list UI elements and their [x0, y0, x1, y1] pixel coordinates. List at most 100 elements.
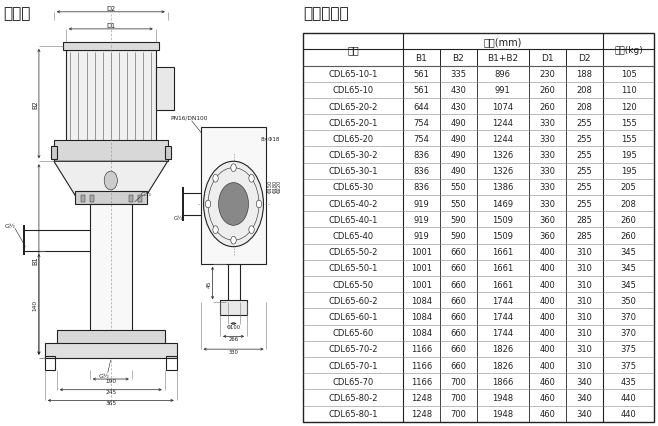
Text: 1866: 1866	[492, 377, 513, 386]
Text: 255: 255	[576, 167, 592, 176]
Text: 尺寸和重量: 尺寸和重量	[303, 6, 349, 21]
Text: 350: 350	[620, 296, 636, 305]
Text: 400: 400	[540, 328, 555, 337]
Text: 重量(kg): 重量(kg)	[614, 46, 643, 55]
Text: 340: 340	[576, 393, 592, 402]
Text: 330: 330	[539, 167, 555, 176]
Text: 440: 440	[620, 409, 636, 418]
Text: B1+B2: B1+B2	[487, 54, 519, 63]
Text: 1244: 1244	[492, 135, 513, 144]
Text: 1326: 1326	[492, 167, 513, 176]
Text: G½: G½	[174, 216, 184, 220]
Text: 360: 360	[539, 216, 555, 225]
Text: 1244: 1244	[492, 118, 513, 127]
Text: CDL65-10: CDL65-10	[332, 86, 374, 95]
Text: 330: 330	[539, 199, 555, 208]
Text: 266: 266	[228, 337, 239, 342]
Text: CDL65-70-1: CDL65-70-1	[328, 361, 378, 370]
Text: 1509: 1509	[492, 216, 513, 225]
Text: 660: 660	[450, 312, 467, 321]
Text: 660: 660	[450, 248, 467, 256]
Text: CDL65-70: CDL65-70	[332, 377, 374, 386]
Text: 896: 896	[495, 70, 511, 79]
Text: 754: 754	[413, 135, 429, 144]
Text: 尺寸(mm): 尺寸(mm)	[484, 37, 522, 47]
Text: 195: 195	[620, 151, 636, 160]
Text: CDL65-40-2: CDL65-40-2	[328, 199, 378, 208]
Text: 460: 460	[539, 393, 555, 402]
Text: 1744: 1744	[492, 328, 513, 337]
Text: 370: 370	[620, 328, 636, 337]
Text: 430: 430	[451, 86, 467, 95]
Text: 208: 208	[620, 199, 636, 208]
Text: CDL65-80-1: CDL65-80-1	[328, 409, 378, 418]
Text: 590: 590	[451, 216, 467, 225]
Text: 1074: 1074	[492, 102, 513, 111]
Text: 1084: 1084	[411, 312, 432, 321]
Text: 400: 400	[540, 361, 555, 370]
Text: B1: B1	[415, 54, 427, 63]
Text: 190: 190	[105, 378, 116, 383]
Text: 836: 836	[413, 183, 430, 192]
Bar	[164, 147, 170, 160]
Text: 550: 550	[451, 183, 467, 192]
Text: 400: 400	[540, 296, 555, 305]
Text: 400: 400	[540, 312, 555, 321]
Text: 260: 260	[620, 231, 636, 240]
Text: 1661: 1661	[492, 264, 513, 273]
Text: 335: 335	[450, 70, 467, 79]
Text: 8×Φ18: 8×Φ18	[261, 137, 280, 141]
Text: 1469: 1469	[492, 199, 513, 208]
Text: CDL65-30-1: CDL65-30-1	[328, 167, 378, 176]
Text: 208: 208	[576, 102, 592, 111]
Text: 345: 345	[620, 264, 636, 273]
Bar	[166, 356, 176, 371]
Text: 836: 836	[413, 151, 430, 160]
Bar	[63, 43, 159, 51]
Text: 365: 365	[105, 400, 116, 405]
Circle shape	[203, 162, 263, 247]
Bar	[89, 204, 132, 332]
Text: CDL65-50-2: CDL65-50-2	[328, 248, 378, 256]
Text: 330: 330	[539, 135, 555, 144]
Text: 310: 310	[576, 248, 592, 256]
Text: CDL65-60: CDL65-60	[332, 328, 374, 337]
Text: D2: D2	[578, 54, 590, 63]
Text: CDL65-30-2: CDL65-30-2	[328, 151, 378, 160]
Text: 1826: 1826	[492, 361, 513, 370]
Text: CDL65-20: CDL65-20	[332, 135, 374, 144]
Text: 561: 561	[413, 86, 429, 95]
Text: D1: D1	[106, 23, 115, 29]
Bar	[89, 196, 94, 202]
Text: 375: 375	[620, 361, 636, 370]
Bar	[201, 128, 266, 264]
Circle shape	[104, 172, 117, 190]
Text: CDL65-40-1: CDL65-40-1	[328, 216, 378, 225]
Text: 754: 754	[413, 118, 429, 127]
Text: 110: 110	[620, 86, 636, 95]
Text: 285: 285	[576, 231, 592, 240]
Text: CDL65-50: CDL65-50	[332, 280, 374, 289]
Circle shape	[231, 164, 236, 172]
Circle shape	[231, 237, 236, 245]
Text: 1166: 1166	[411, 345, 432, 354]
Text: CDL65-60-2: CDL65-60-2	[328, 296, 378, 305]
Circle shape	[213, 226, 218, 234]
Text: 644: 644	[413, 102, 429, 111]
Text: 1744: 1744	[492, 296, 513, 305]
Text: 345: 345	[620, 248, 636, 256]
Text: 140: 140	[33, 299, 38, 310]
Text: 550: 550	[451, 199, 467, 208]
Text: 255: 255	[576, 118, 592, 127]
Text: 255: 255	[576, 135, 592, 144]
Text: 590: 590	[451, 231, 467, 240]
Text: 1084: 1084	[411, 296, 432, 305]
Text: Φ180: Φ180	[272, 180, 278, 193]
Text: 400: 400	[540, 345, 555, 354]
Text: 400: 400	[540, 248, 555, 256]
Text: B2: B2	[32, 100, 38, 109]
Bar	[51, 147, 57, 160]
Text: 561: 561	[413, 70, 429, 79]
Text: 1248: 1248	[411, 393, 432, 402]
Circle shape	[213, 175, 218, 183]
